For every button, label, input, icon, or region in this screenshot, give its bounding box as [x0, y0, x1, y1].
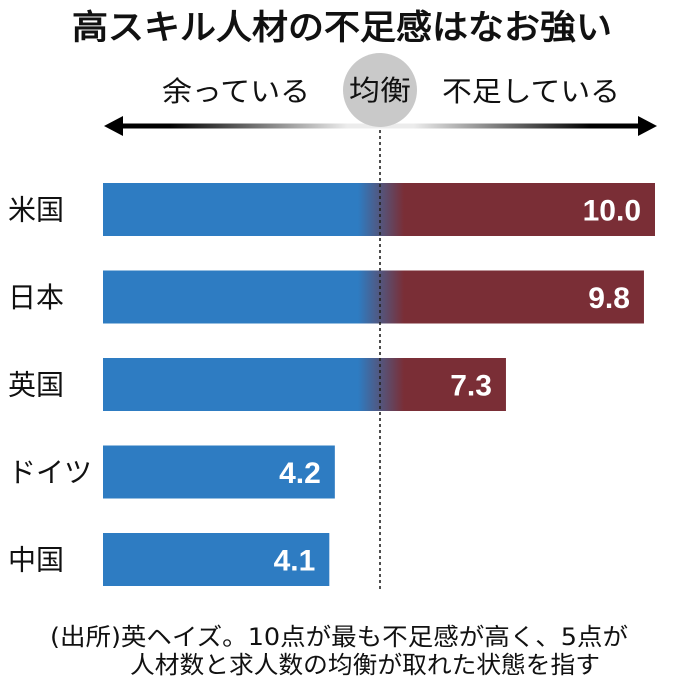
scale-label-surplus: 余っている: [162, 75, 310, 108]
chart-title: 高スキル人材の不足感はなお強い: [72, 8, 612, 48]
value-label-china: 4.1: [274, 545, 316, 578]
value-label-uk: 7.3: [450, 370, 492, 403]
bar-row-china: 中国 4.1: [8, 533, 330, 586]
bar-row-usa: 米国 10.0: [8, 183, 655, 236]
bar-series: 米国 10.0 日本 9.8 英国 7.3 ドイツ 4.2 中国 4.1: [8, 183, 655, 586]
bar-germany: [103, 445, 335, 499]
bar-uk: [103, 358, 506, 411]
bar-row-japan: 日本 9.8: [8, 270, 644, 324]
bar-japan: [103, 270, 644, 324]
bar-row-germany: ドイツ 4.2: [8, 445, 335, 499]
value-label-germany: 4.2: [279, 457, 321, 490]
category-label-uk: 英国: [8, 369, 64, 402]
value-label-usa: 10.0: [583, 195, 641, 228]
category-label-usa: 米国: [8, 194, 64, 227]
bar-row-uk: 英国 7.3: [8, 358, 506, 411]
scale-label-shortage: 不足している: [442, 75, 620, 108]
bar-usa: [103, 183, 655, 236]
source-note-line-1: (出所)英ヘイズ。10点が最も不足感が高く、5点が: [50, 623, 628, 651]
category-label-china: 中国: [8, 544, 64, 577]
scale-label-balance: 均衡: [349, 74, 411, 107]
arrow-left-icon: [104, 116, 123, 136]
category-label-japan: 日本: [8, 281, 64, 314]
balance-circle: [343, 53, 417, 127]
category-label-germany: ドイツ: [8, 456, 92, 489]
value-label-japan: 9.8: [588, 282, 630, 315]
arrow-right-icon: [638, 116, 657, 136]
source-note-line-2: 人材数と求人数の均衡が取れた状態を指す: [130, 651, 600, 679]
bar-china: [103, 533, 330, 586]
